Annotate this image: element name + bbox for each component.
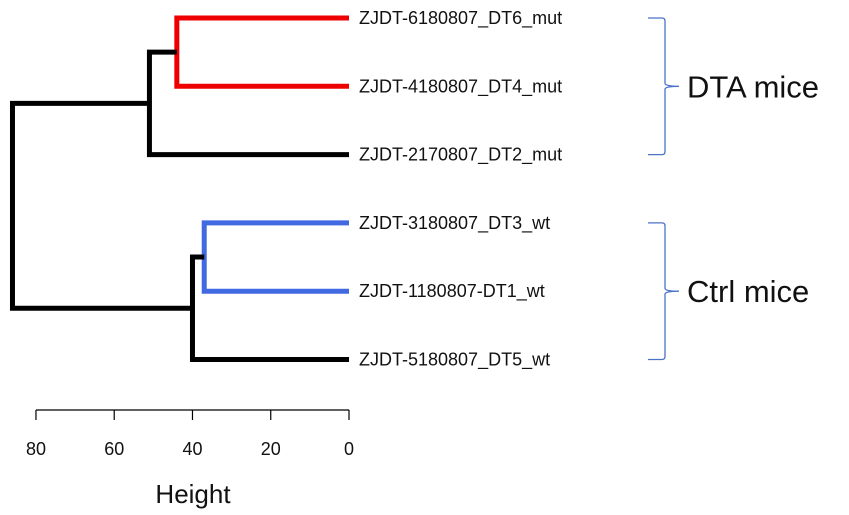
leaf-label: ZJDT-5180807_DT5_wt [359,350,550,371]
x-axis: 80 60 40 20 0 [26,409,354,459]
group-brackets: DTA mice Ctrl mice [648,17,819,361]
dendrogram-link-0 [174,15,349,89]
dendrogram-link-2 [201,220,349,294]
x-tick-label: 40 [182,439,202,459]
leaf-label: ZJDT-3180807_DT3_wt [359,213,550,234]
leaf-label: ZJDT-1180807-DT1_wt [359,281,545,302]
leaf-labels: ZJDT-6180807_DT6_mut ZJDT-4180807_DT4_mut… [359,8,562,371]
leaf-label: ZJDT-2170807_DT2_mut [359,145,562,166]
leaf-label: ZJDT-4180807_DT4_mut [359,76,562,97]
group-bracket [648,17,680,156]
x-tick-label: 20 [261,439,281,459]
dendrogram-link-1 [146,49,349,158]
leaf-label: ZJDT-6180807_DT6_mut [359,8,562,29]
group-label: Ctrl mice [687,274,809,309]
dendrogram-links [9,15,349,362]
x-tick-label: 80 [26,439,46,459]
group-label: DTA mice [687,69,819,104]
x-axis-title: Height [155,479,231,509]
dendrogram-link-4 [9,100,193,311]
x-tick-label: 0 [344,439,354,459]
dendrogram-link-3 [189,254,349,362]
x-tick-label: 60 [104,439,124,459]
group-bracket [648,222,680,361]
